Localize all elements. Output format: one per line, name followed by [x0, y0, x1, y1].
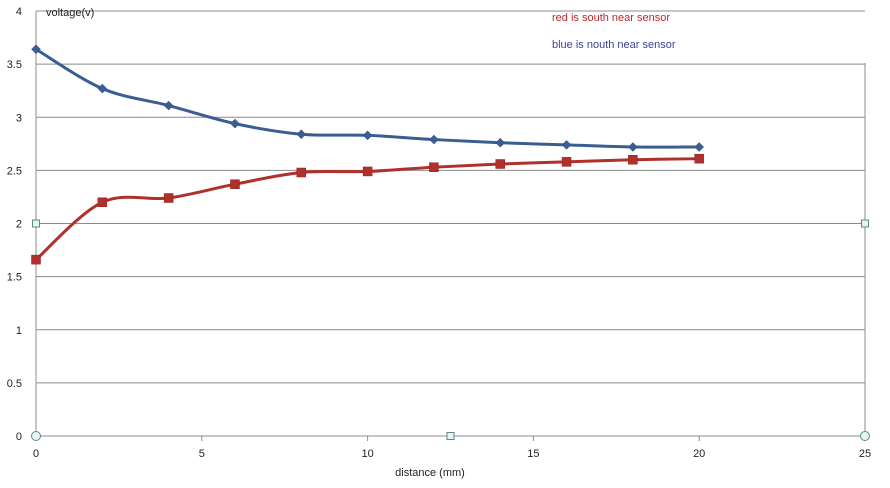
- data-point-red: [296, 167, 307, 178]
- y-tick-label: 2.5: [7, 165, 22, 177]
- axis-layer: 0 0.5 1 1.5 2 2.5 3 3.5 4 0 5 10 15 20 25: [7, 6, 871, 460]
- data-point-blue: [429, 134, 439, 145]
- data-point-blue: [230, 118, 240, 129]
- data-point-blue: [296, 129, 307, 140]
- data-point-red: [362, 166, 373, 177]
- x-tick-label: 10: [361, 448, 373, 460]
- y-tick-label: 1: [16, 325, 22, 337]
- y-tick-label: 1.5: [7, 272, 22, 284]
- data-point-red: [694, 153, 704, 164]
- y-tick-label: 0: [16, 431, 22, 443]
- grid-layer: [36, 10, 865, 384]
- data-point-red: [230, 179, 240, 189]
- y-tick-label: 0.5: [7, 378, 22, 390]
- resize-handle-square[interactable]: [32, 219, 40, 228]
- y-tick-label: 4: [16, 6, 22, 18]
- x-tick-label: 15: [527, 448, 539, 460]
- label-layer: voltage(v) distance (mm) red is south ne…: [46, 7, 676, 479]
- data-point-blue: [628, 142, 638, 152]
- data-point-red: [561, 157, 572, 167]
- resize-handle-square[interactable]: [861, 219, 869, 228]
- data-point-blue: [561, 140, 572, 150]
- x-axis-title: distance (mm): [395, 467, 465, 479]
- data-point-blue: [694, 142, 705, 152]
- legend-entry-blue: blue is nouth near sensor: [552, 39, 676, 51]
- data-point-blue: [97, 83, 108, 94]
- data-point-red: [495, 159, 505, 169]
- resize-handle-corner[interactable]: [31, 431, 41, 441]
- data-point-blue: [362, 130, 373, 141]
- data-point-blue: [31, 44, 41, 55]
- x-tick-label: 25: [859, 448, 871, 460]
- legend-entry-red: red is south near sensor: [552, 12, 670, 24]
- resize-handle-square[interactable]: [446, 432, 455, 440]
- data-point-red: [628, 155, 638, 165]
- data-point-red: [31, 254, 41, 265]
- data-point-blue: [163, 100, 174, 111]
- data-point-red: [97, 197, 108, 207]
- y-tick-label: 2: [16, 219, 22, 231]
- y-tick-label: 3: [16, 112, 22, 124]
- y-axis-title: voltage(v): [46, 7, 94, 19]
- x-tick-label: 0: [33, 448, 39, 460]
- data-point-blue: [495, 137, 506, 148]
- y-tick-label: 3.5: [7, 59, 22, 71]
- x-tick-label: 20: [693, 448, 705, 460]
- data-point-red: [429, 162, 439, 172]
- data-point-red: [163, 193, 174, 203]
- selection-handles[interactable]: [31, 219, 870, 441]
- resize-handle-corner[interactable]: [860, 431, 870, 441]
- series-layer: [31, 44, 705, 265]
- x-tick-label: 5: [199, 448, 205, 460]
